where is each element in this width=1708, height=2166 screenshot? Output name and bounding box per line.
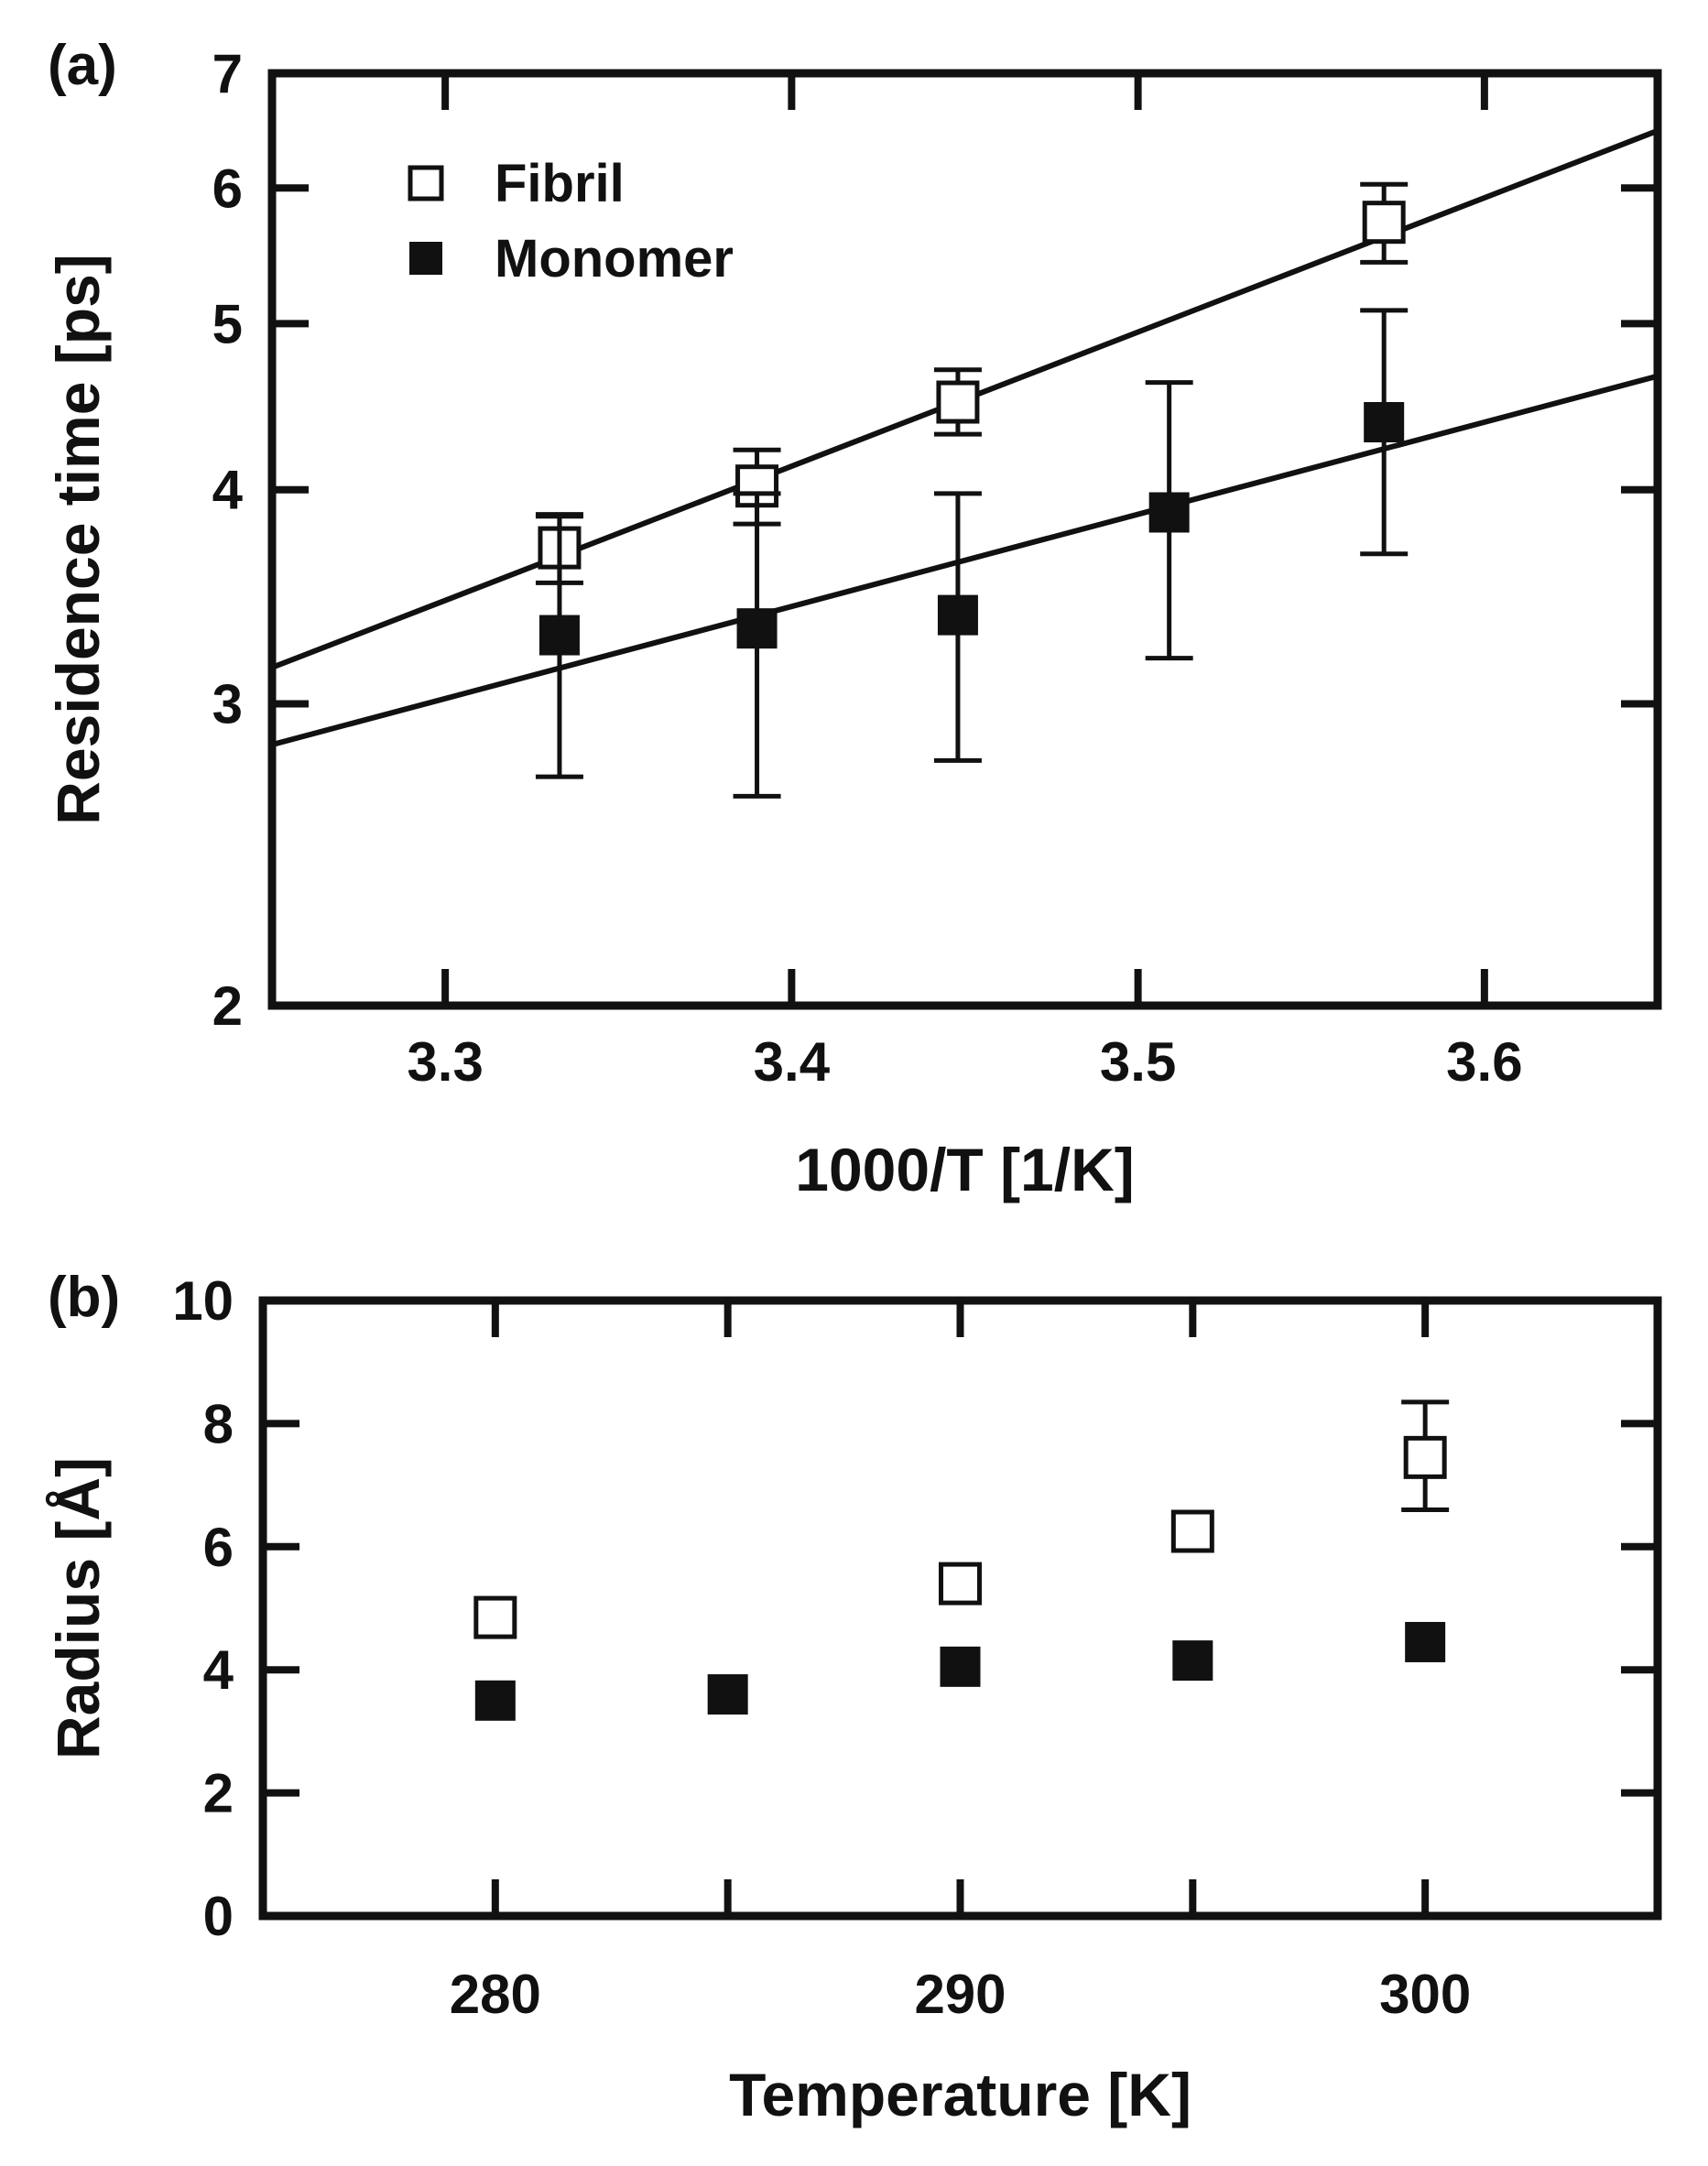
x-tick-label: 3.6: [1446, 1031, 1522, 1093]
data-point-monomer: [940, 1646, 981, 1687]
series-fibril: [473, 1399, 1450, 1639]
y-tick-label: 6: [212, 158, 243, 219]
data-point-fibril: [1362, 201, 1406, 245]
x-tick-label: 3.3: [407, 1031, 483, 1093]
y-tick-label: 2: [203, 1763, 234, 1824]
data-point-fibril: [936, 380, 980, 424]
legend-label-fibril: Fibril: [495, 154, 625, 213]
data-point-monomer: [1172, 1640, 1213, 1682]
data-point-fibril: [473, 1595, 517, 1639]
fit-line-monomer: [272, 373, 1658, 747]
data-point-monomer: [474, 1680, 516, 1721]
x-tick-label: 290: [914, 1964, 1006, 2025]
x-tick-label: 280: [450, 1964, 541, 2025]
legend: Fibril Monomer: [408, 154, 734, 288]
data-point-monomer: [736, 608, 778, 649]
data-point-monomer: [1364, 401, 1405, 442]
data-point-fibril: [939, 1562, 982, 1605]
y-tick-label: 5: [212, 293, 243, 354]
plot-frame: [258, 1296, 1662, 1921]
y-tick-label: 7: [212, 43, 243, 104]
x-axis-title: 1000/T [1/K]: [795, 1136, 1134, 1203]
data-point-monomer: [937, 594, 978, 636]
y-tick-label: 4: [203, 1639, 234, 1701]
y-tick-label: 8: [203, 1393, 234, 1454]
data-point-monomer: [1148, 492, 1190, 533]
data-point-monomer: [539, 615, 580, 656]
panel-label: (b): [48, 1266, 120, 1329]
y-tick-label: 6: [203, 1517, 234, 1578]
panel-b: (b) 280 290 300 0 2 4 6 8 10 Temperature [K] Radius…: [44, 1266, 1662, 2128]
data-point-fibril: [1170, 1509, 1214, 1553]
y-tick-label: 4: [212, 460, 244, 521]
y-tick-label: 2: [212, 975, 243, 1037]
legend-label-monomer: Monomer: [495, 229, 734, 288]
legend-marker-monomer: [409, 242, 442, 275]
panel-label: (a): [48, 34, 117, 97]
data-point-fibril: [1403, 1435, 1447, 1479]
series-monomer: [474, 1621, 1446, 1721]
x-axis-title: Temperature [K]: [729, 2061, 1191, 2128]
y-tick-label: 10: [172, 1270, 234, 1332]
x-tick-label: 300: [1379, 1964, 1471, 2025]
y-tick-label: 3: [212, 674, 243, 735]
series-monomer: [272, 308, 1658, 799]
series-fibril: [272, 127, 1658, 670]
plot-frame: [267, 69, 1662, 1010]
y-tick-label: 0: [203, 1886, 234, 1947]
data-point-monomer: [1405, 1621, 1446, 1662]
y-axis-title: Residence time [ps]: [44, 254, 112, 825]
x-tick-label: 3.5: [1100, 1031, 1176, 1093]
x-tick-label: 3.4: [754, 1031, 831, 1093]
panel-a: (a) 3.3 3.4 3.5 3.6 2 3 4 5 6 7 1000/T [1/K] Residen…: [44, 34, 1662, 1203]
legend-marker-fibril: [408, 165, 444, 201]
y-axis-title: Radius [Å]: [44, 1457, 112, 1759]
data-point-monomer: [707, 1674, 748, 1715]
